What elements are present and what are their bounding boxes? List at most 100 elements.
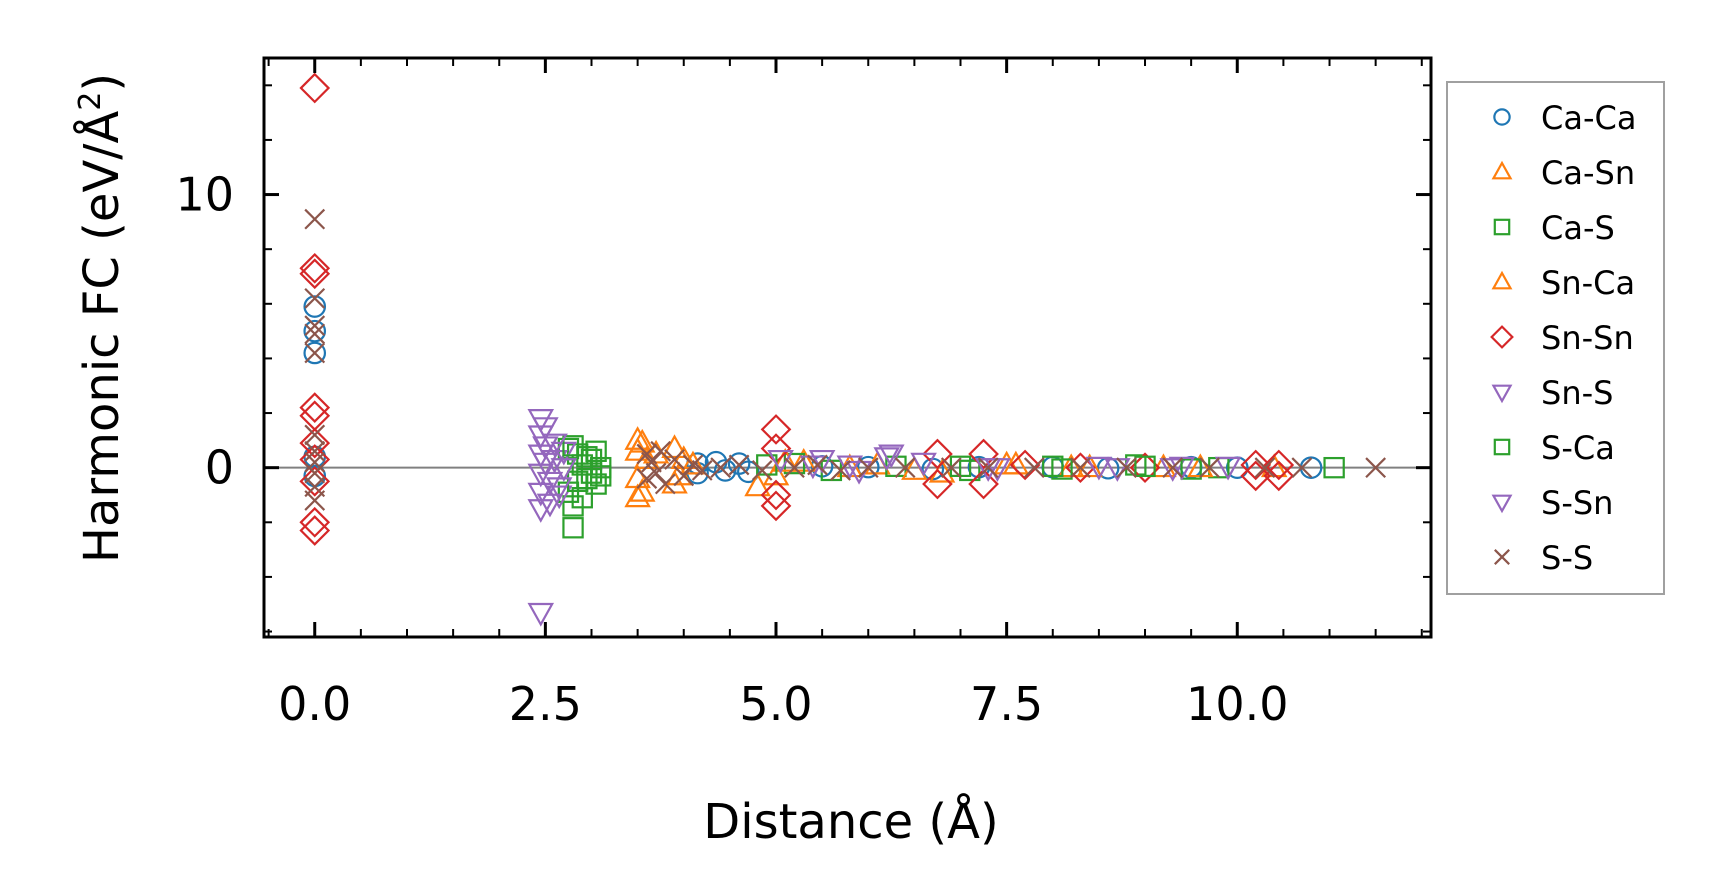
legend-label: Sn-Sn — [1541, 319, 1634, 357]
data-point — [664, 449, 685, 470]
x-tick-label: 10.0 — [1186, 677, 1288, 731]
y-tick-label: 0 — [205, 441, 234, 495]
data-point — [527, 602, 555, 627]
data-point — [1254, 457, 1276, 479]
legend-marker — [1493, 108, 1511, 126]
data-point — [922, 438, 953, 470]
data-point — [562, 517, 584, 539]
legend-marker — [1491, 270, 1513, 290]
data-point — [661, 434, 688, 459]
data-point — [968, 438, 999, 470]
data-point — [299, 72, 331, 104]
data-point — [299, 392, 331, 423]
y-axis-label-main: Harmonic FC (eV/Å — [73, 111, 130, 564]
data-point — [541, 449, 568, 474]
data-point — [624, 483, 651, 508]
legend-marker — [1491, 494, 1513, 514]
legend-items: Ca-Ca Ca-Sn Ca-S Sn-Ca Sn-Sn Sn-S S-Ca S-Sn S-S — [1490, 99, 1636, 577]
data-point — [873, 447, 900, 472]
data-point — [299, 506, 331, 538]
data-point — [303, 295, 327, 318]
legend-item: Sn-S — [1491, 374, 1613, 412]
data-point — [536, 493, 564, 518]
x-tick-label: 2.5 — [509, 677, 582, 731]
data-point — [299, 465, 331, 497]
data-point — [1134, 455, 1156, 478]
legend-box — [1446, 81, 1665, 595]
data-point — [894, 457, 916, 479]
data-point — [1051, 458, 1073, 480]
data-point — [751, 460, 773, 481]
data-point — [760, 490, 792, 522]
data-point — [304, 315, 326, 337]
x-tick-label: 0.0 — [278, 677, 351, 731]
data-point — [878, 444, 905, 469]
data-point — [1365, 457, 1387, 479]
axes-frame — [262, 56, 1433, 639]
y-axis-label-close: ) — [74, 73, 130, 92]
data-point — [532, 452, 559, 477]
data-point — [585, 440, 607, 462]
data-points — [299, 72, 1387, 627]
legend-item: Sn-Sn — [1490, 319, 1634, 357]
data-point — [304, 424, 326, 446]
data-point — [304, 208, 326, 230]
legend-item: S-Ca — [1493, 429, 1615, 467]
data-point — [856, 455, 880, 479]
data-point — [541, 433, 568, 458]
data-point — [767, 449, 794, 474]
data-point — [1214, 456, 1242, 481]
legend-label: S-Sn — [1541, 484, 1613, 522]
legend-item: Sn-Ca — [1491, 264, 1635, 302]
legend-item: S-Sn — [1491, 484, 1613, 522]
data-point — [808, 449, 836, 474]
data-point — [968, 468, 999, 500]
data-point — [737, 460, 760, 484]
data-point — [304, 440, 326, 462]
data-point — [1085, 456, 1113, 481]
legend-label: Sn-Ca — [1541, 264, 1635, 302]
data-point — [1116, 457, 1137, 479]
data-point — [713, 459, 737, 482]
data-point — [1323, 456, 1345, 479]
data-point — [654, 473, 676, 495]
data-point — [532, 417, 559, 441]
data-point — [1009, 449, 1041, 481]
data-point — [628, 477, 656, 502]
data-point — [303, 319, 327, 343]
data-point — [1291, 457, 1313, 479]
legend-marker — [1491, 160, 1513, 180]
data-point — [1240, 449, 1272, 481]
x-tick-label: 7.5 — [970, 677, 1043, 731]
legend-label: Sn-S — [1541, 374, 1613, 412]
legend-marker — [1493, 438, 1511, 456]
data-point — [299, 258, 331, 290]
data-point — [1180, 458, 1202, 480]
x-tick-labels: 0.0 2.5 5.0 7.5 10.0 — [278, 677, 1288, 731]
legend-marker — [1490, 325, 1514, 349]
data-point — [728, 454, 750, 476]
data-point — [550, 458, 578, 482]
data-point — [624, 426, 651, 450]
data-point — [299, 427, 331, 459]
y-tick-labels: 0 10 — [175, 168, 234, 495]
legend-item: Ca-S — [1493, 209, 1615, 247]
data-point — [1070, 457, 1091, 479]
data-point — [1162, 457, 1184, 479]
data-point — [1199, 457, 1220, 479]
data-point — [760, 479, 792, 511]
data-point — [636, 468, 658, 489]
data-point — [650, 440, 672, 462]
data-point — [679, 450, 707, 475]
legend-label: Ca-Ca — [1541, 99, 1636, 137]
legend-label: S-Ca — [1541, 429, 1615, 467]
axis-ticks — [264, 58, 1431, 637]
data-point — [771, 447, 799, 472]
data-point — [571, 487, 593, 509]
legend-label: Ca-S — [1541, 209, 1615, 247]
y-axis-label-sup: 2 — [73, 92, 108, 111]
legend-marker — [1491, 384, 1513, 404]
legend-item: Ca-Ca — [1493, 99, 1636, 137]
legend-marker — [1493, 218, 1511, 236]
